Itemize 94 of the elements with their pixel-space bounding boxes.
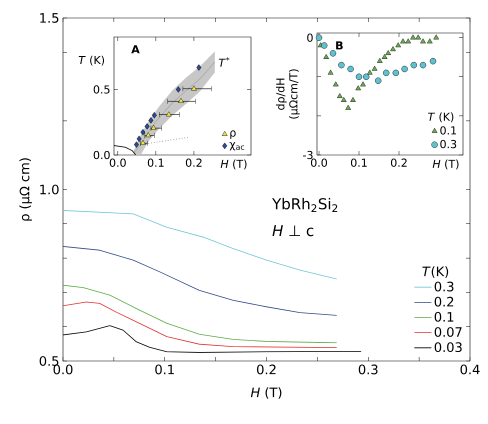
point xyxy=(400,38,406,44)
point xyxy=(152,112,157,118)
point xyxy=(395,42,401,48)
x-tick-label: 0.2 xyxy=(390,158,407,167)
point xyxy=(382,54,388,59)
point xyxy=(140,140,146,145)
legend-label: 0.07 xyxy=(434,327,462,337)
legend-label: 0.3 xyxy=(440,140,456,148)
x-tick-label: 0.1 xyxy=(148,158,164,167)
y-axis-title: T (K) xyxy=(78,56,104,66)
x-tick-label: 0.0 xyxy=(54,364,72,374)
y-tick-label: 0.5 xyxy=(94,85,110,94)
x-tick-label: 0.2 xyxy=(186,158,202,167)
point xyxy=(427,38,433,44)
legend-label: 0.03 xyxy=(434,342,462,352)
line-series xyxy=(63,210,338,280)
point xyxy=(136,136,142,142)
point xyxy=(360,81,366,86)
point xyxy=(410,34,416,40)
point xyxy=(166,111,172,116)
legend-label: 0.2 xyxy=(434,296,454,307)
y-tick-label: 1.0 xyxy=(40,184,59,194)
point xyxy=(140,128,146,136)
point xyxy=(191,86,197,90)
legend-label: ρ xyxy=(230,130,236,139)
series-label: T$^{*}$ xyxy=(218,57,230,67)
point xyxy=(148,117,154,124)
point xyxy=(355,85,361,90)
y-axis-title: ρ (μΩ cm) xyxy=(19,158,32,221)
point xyxy=(341,97,347,102)
legend-label: 0.1 xyxy=(434,312,454,322)
point xyxy=(383,70,390,76)
point xyxy=(145,132,152,138)
line-series xyxy=(63,302,338,348)
x-tick-label: 0.2 xyxy=(257,364,276,374)
point xyxy=(433,34,439,40)
point xyxy=(196,64,202,71)
x-axis-title: H (T) xyxy=(220,160,247,170)
point xyxy=(144,123,150,130)
point xyxy=(420,62,426,68)
x-tick-label: 0.3 xyxy=(358,364,378,374)
x-axis-title: H (T) xyxy=(432,160,459,170)
y-tick-label: 0.5 xyxy=(40,356,58,366)
legend-label: 0.1 xyxy=(440,126,456,135)
point xyxy=(367,70,373,75)
point xyxy=(347,66,354,72)
x-tick-label: 0.1 xyxy=(350,158,367,167)
point xyxy=(337,93,343,98)
x-tick-label: 0.0 xyxy=(310,158,328,167)
point xyxy=(338,62,345,68)
x-axis-title: H (T) xyxy=(250,387,282,399)
point xyxy=(356,74,362,80)
y-tick-label: -3 xyxy=(303,150,313,160)
point xyxy=(415,34,421,40)
point xyxy=(401,66,408,72)
point xyxy=(392,70,399,76)
point xyxy=(350,97,356,102)
point xyxy=(390,46,396,52)
point xyxy=(385,50,391,56)
point xyxy=(375,78,382,84)
point xyxy=(377,58,383,63)
y-axis-title: dρ/dH (μΩcm/T) xyxy=(276,69,300,119)
point xyxy=(134,141,139,148)
x-tick-label: 0.4 xyxy=(460,364,480,374)
annotation: H ⊥ c xyxy=(272,225,314,236)
point xyxy=(150,124,156,130)
legend-label: 0.3 xyxy=(434,282,454,292)
point xyxy=(345,104,351,110)
point xyxy=(372,66,378,71)
y-tick-label: 0 xyxy=(307,34,313,42)
x-tick-label: 0.0 xyxy=(110,158,126,167)
legend-title: T (K) xyxy=(428,112,454,122)
point xyxy=(405,38,411,44)
point xyxy=(321,42,328,49)
point xyxy=(420,38,426,44)
x-tick-label: 0.1 xyxy=(155,364,174,374)
line-series xyxy=(63,284,338,344)
point xyxy=(363,74,370,80)
point xyxy=(328,70,334,75)
point xyxy=(330,50,336,57)
y-tick-label: 1.5 xyxy=(40,13,58,23)
line-series xyxy=(63,246,338,316)
point xyxy=(323,54,329,59)
point xyxy=(410,62,417,68)
text: B xyxy=(336,41,343,50)
point xyxy=(430,58,436,64)
point xyxy=(333,81,339,86)
point xyxy=(178,98,184,103)
point xyxy=(316,34,322,41)
point xyxy=(176,86,181,93)
legend-label: χ$_{ac}$ xyxy=(230,142,244,150)
text: A xyxy=(131,45,140,54)
annotation: YbRh$_{2}$Si$_{2}$ xyxy=(272,198,338,212)
legend-title: T(K) xyxy=(422,266,448,278)
